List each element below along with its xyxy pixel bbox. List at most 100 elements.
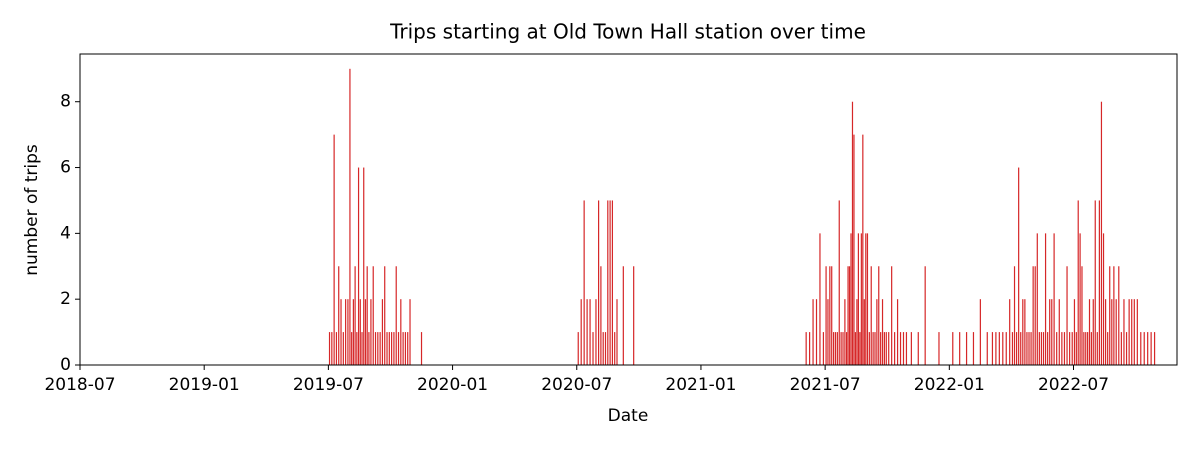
bar (409, 299, 411, 365)
bar (420, 332, 423, 365)
bar (1015, 332, 1018, 365)
bar (1153, 332, 1156, 365)
bar (342, 332, 344, 365)
bar (822, 332, 825, 365)
bar (607, 200, 609, 365)
bar (952, 332, 954, 365)
bar (1090, 332, 1092, 365)
bar (333, 134, 335, 365)
bar (857, 233, 859, 365)
bar (815, 299, 818, 365)
bar (363, 167, 365, 365)
bar (1058, 299, 1060, 365)
bar (1150, 332, 1152, 365)
bar (1071, 332, 1073, 365)
bar (1009, 299, 1011, 365)
y-tick-label: 8 (60, 92, 71, 112)
bar (1040, 332, 1043, 365)
bar (868, 332, 870, 365)
bar (377, 332, 379, 365)
bar (888, 332, 890, 365)
bar (1028, 332, 1030, 365)
bar (622, 266, 624, 365)
bar (407, 332, 409, 365)
x-tick-label: 2020-07 (541, 375, 612, 395)
bar (850, 233, 852, 365)
bar (856, 299, 858, 365)
plot-frame (79, 53, 1178, 366)
bar (1083, 332, 1085, 365)
bar (829, 266, 831, 365)
y-tick-label: 6 (60, 158, 71, 178)
bar (1032, 266, 1034, 365)
y-tick-label: 0 (60, 355, 71, 375)
bar (1005, 332, 1007, 365)
bar (979, 299, 981, 365)
bar (1092, 299, 1094, 365)
bar (825, 266, 827, 365)
bar (592, 332, 594, 365)
bar (1066, 266, 1068, 365)
bar (986, 332, 988, 365)
bar (364, 299, 367, 365)
bar (885, 332, 887, 365)
bar (577, 332, 579, 365)
bar (1056, 332, 1058, 365)
bar (809, 332, 811, 365)
bar (1123, 299, 1125, 365)
bar (379, 332, 381, 365)
bar (1113, 266, 1115, 365)
bar (812, 299, 814, 365)
bar (384, 266, 386, 365)
x-tick-label: 2019-07 (293, 375, 364, 395)
bar (1087, 332, 1089, 365)
bar (836, 332, 838, 365)
bar (991, 332, 994, 365)
bar (368, 332, 370, 365)
bar (580, 299, 582, 365)
bar (1096, 332, 1098, 365)
bar (1018, 167, 1020, 365)
bar (844, 299, 846, 365)
x-tick-label: 2021-07 (790, 375, 861, 395)
bar (370, 299, 372, 365)
bar (1036, 233, 1038, 365)
bar (1077, 200, 1079, 365)
bar (338, 266, 340, 365)
bar (340, 299, 342, 365)
bar (356, 332, 358, 365)
bar (1111, 299, 1113, 365)
bar (819, 233, 821, 365)
bar (614, 332, 616, 365)
bar (1020, 332, 1022, 365)
bar (361, 332, 363, 365)
bar (1073, 299, 1076, 365)
bar (1109, 266, 1111, 365)
bar (1136, 299, 1138, 365)
bar (391, 332, 393, 365)
bar (349, 68, 351, 366)
x-tick-label: 2021-01 (665, 375, 736, 395)
bar (604, 332, 607, 365)
bar (335, 332, 338, 365)
bar (834, 332, 837, 365)
bar (848, 266, 851, 365)
bar (853, 134, 855, 365)
bar (1102, 233, 1105, 365)
bar (1069, 332, 1071, 365)
x-axis-label: Date (608, 406, 649, 426)
x-tick-label: 2022-07 (1038, 375, 1109, 395)
bar (840, 332, 842, 365)
y-axis-label: number of trips (22, 144, 42, 276)
bar (1061, 332, 1063, 365)
bar (1140, 332, 1142, 365)
bar (345, 299, 347, 365)
bar (851, 101, 854, 365)
bar (854, 332, 857, 365)
bar (331, 332, 333, 365)
bar (1049, 299, 1051, 365)
bar (910, 332, 912, 365)
bar (1104, 299, 1107, 365)
bar (381, 299, 384, 365)
